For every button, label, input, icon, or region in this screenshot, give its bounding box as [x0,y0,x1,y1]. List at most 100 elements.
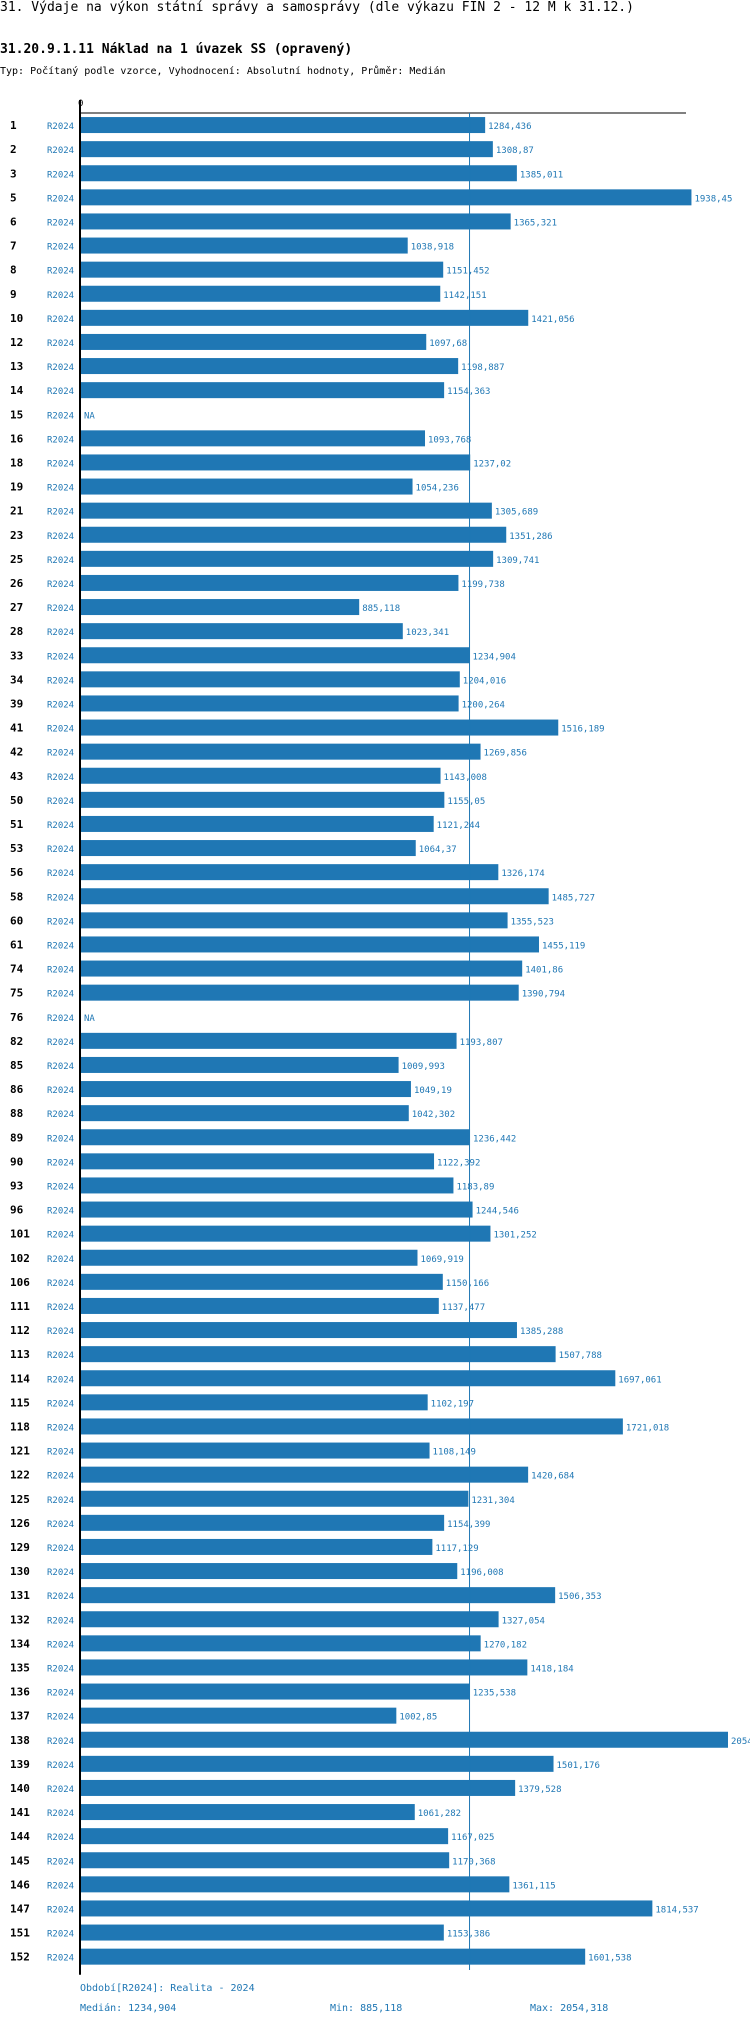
bar [80,1490,469,1507]
value-label: 1154,363 [447,387,490,397]
row-id-label: 23 [10,529,23,542]
bar [80,1442,430,1459]
bar [80,1177,454,1194]
row-id-label: 8 [10,264,17,277]
bar [80,526,507,543]
row-period-label: R2024 [47,532,74,542]
row-period-label: R2024 [47,508,74,518]
value-label: 1061,282 [418,1809,461,1819]
bar [80,1828,449,1845]
chart-type-description: Typ: Počítaný podle vzorce, Vyhodnocení:… [0,66,446,77]
row-period-label: R2024 [47,1833,74,1843]
value-label: 1196,008 [460,1568,503,1578]
row-id-label: 75 [10,987,23,1000]
row-id-label: 112 [10,1324,30,1337]
row-id-label: 15 [10,408,23,421]
row-period-label: R2024 [47,1375,74,1385]
bar [80,213,511,230]
value-label: 1507,788 [559,1351,602,1361]
row-period-label: R2024 [47,966,74,976]
row-id-label: 50 [10,794,23,807]
row-id-label: 138 [10,1734,30,1747]
bar [80,1659,528,1676]
bar [80,1852,450,1869]
bar [80,767,441,784]
value-label: 1155,05 [447,797,485,807]
row-id-label: 19 [10,481,23,494]
row-id-label: 152 [10,1951,30,1964]
value-label: 1009,993 [402,1062,445,1072]
row-id-label: 136 [10,1686,30,1699]
value-label: 1049,19 [414,1086,452,1096]
row-id-label: 26 [10,577,24,590]
row-period-label: R2024 [47,1713,74,1723]
value-label: 1151,452 [446,267,489,277]
row-id-label: 16 [10,432,24,445]
row-period-label: R2024 [47,1303,74,1313]
row-id-label: 9 [10,288,17,301]
row-period-label: R2024 [47,652,74,662]
value-label: 1501,176 [557,1761,600,1771]
value-label: 1270,182 [484,1640,527,1650]
row-id-label: 39 [10,697,23,710]
value-label: 1231,304 [471,1496,514,1506]
row-period-label: R2024 [47,1616,74,1626]
row-period-label: R2024 [47,869,74,879]
row-id-label: 121 [10,1445,30,1458]
row-period-label: R2024 [47,1737,74,1747]
footer-max: Max: 2054,318 [530,2003,609,2014]
value-label: 1379,528 [518,1785,561,1795]
value-label: 1198,887 [461,363,504,373]
row-id-label: 86 [10,1083,24,1096]
value-label: 1200,264 [462,700,505,710]
bar [80,960,523,977]
bar [80,1273,443,1290]
value-label: 1204,016 [463,676,506,686]
row-id-label: 1 [10,119,17,132]
row-id-label: 90 [10,1155,23,1168]
footer-median: Medián: 1234,904 [80,2003,177,2014]
value-label: 1097,68 [429,339,467,349]
bar [80,574,459,591]
row-id-label: 146 [10,1878,30,1891]
row-period-label: R2024 [47,1809,74,1819]
row-period-label: R2024 [47,1255,74,1265]
bar [80,1755,554,1772]
row-id-label: 82 [10,1035,23,1048]
value-label: 1601,538 [588,1954,631,1964]
row-id-label: 58 [10,890,23,903]
row-period-label: R2024 [47,267,74,277]
row-id-label: 3 [10,167,17,180]
row-id-label: 134 [10,1637,30,1650]
row-period-label: R2024 [47,1399,74,1409]
value-label: 1420,684 [531,1472,574,1482]
value-label: 1150,166 [446,1279,489,1289]
row-period-label: R2024 [47,1086,74,1096]
row-id-label: 56 [10,866,24,879]
na-label: NA [84,411,95,421]
bar [80,1153,435,1170]
row-id-label: 140 [10,1782,30,1795]
row-period-label: R2024 [47,604,74,614]
value-label: 1269,856 [484,749,527,759]
bar [80,599,360,616]
bar [80,1587,556,1604]
value-label: 1721,018 [626,1423,669,1433]
page-title: 31. Výdaje na výkon státní správy a samo… [0,0,634,15]
row-period-label: R2024 [47,122,74,132]
row-period-label: R2024 [47,1640,74,1650]
bar [80,840,416,857]
bar [80,309,529,326]
row-period-label: R2024 [47,749,74,759]
row-id-label: 137 [10,1710,30,1723]
value-label: 1351,286 [509,532,552,542]
row-id-label: 106 [10,1276,30,1289]
row-id-label: 2 [10,143,17,156]
row-period-label: R2024 [47,1785,74,1795]
row-id-label: 60 [10,914,23,927]
value-label: 1365,321 [514,218,557,228]
value-label: 1093,768 [428,435,471,445]
row-id-label: 7 [10,240,17,253]
row-period-label: R2024 [47,1520,74,1530]
value-label: 885,118 [362,604,400,614]
